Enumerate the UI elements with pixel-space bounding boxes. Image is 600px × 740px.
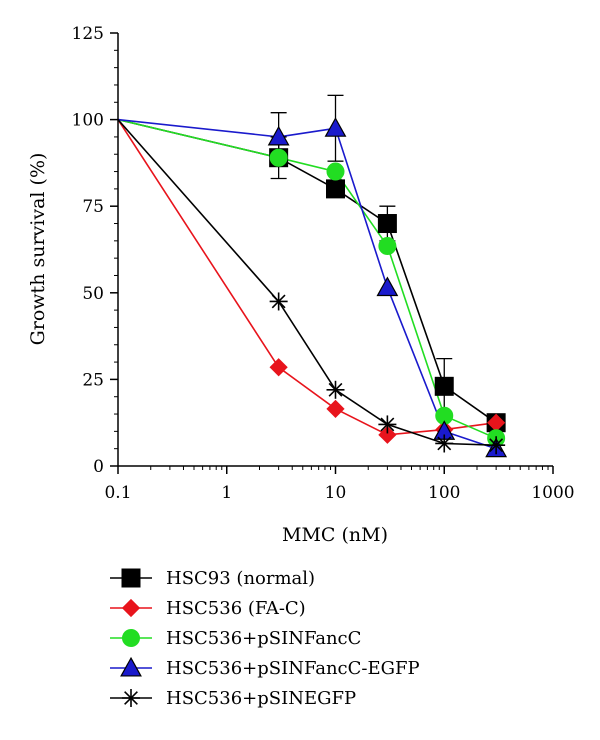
series-line: [117, 119, 497, 446]
asterisk-marker: [435, 434, 454, 453]
asterisk-stroke: [437, 436, 452, 451]
ticks: 0 25 50 75 100 125 0.1 1 10 100 1000: [72, 24, 575, 503]
legend-label: HSC536+pSINEGFP: [166, 688, 356, 709]
asterisk-stroke: [124, 691, 138, 705]
plot-area: [117, 94, 508, 458]
legend-label: HSC536+pSINFancC: [166, 628, 361, 649]
asterisk-stroke: [328, 382, 343, 397]
x-axis-label: MMC (nM): [282, 524, 388, 546]
diamond-marker: [326, 399, 345, 418]
y-tick-label: 75: [82, 197, 104, 217]
y-tick-label: 25: [82, 370, 104, 390]
asterisk-marker: [326, 380, 345, 399]
square-marker: [377, 214, 397, 234]
asterisk-stroke: [489, 438, 504, 453]
asterisk-marker: [122, 689, 140, 707]
legend-entry: HSC536+pSINFancC-EGFP: [110, 656, 420, 679]
y-tick-label: 0: [93, 457, 104, 477]
series-line: [117, 119, 497, 436]
asterisk-marker: [269, 292, 288, 311]
legend-entry: HSC93 (normal): [110, 568, 315, 589]
square-marker: [121, 568, 141, 588]
y-tick-label: 125: [72, 24, 104, 44]
legend-entry: HSC536+pSINFancC: [110, 628, 361, 649]
triangle-marker: [376, 276, 399, 297]
y-axis-label: Growth survival (%): [27, 153, 49, 346]
asterisk-marker: [487, 436, 506, 455]
diamond-marker: [378, 425, 397, 444]
triangle-marker: [120, 656, 142, 677]
asterisk-marker: [378, 415, 397, 434]
legend-label: HSC536 (FA-C): [166, 598, 306, 619]
legend-entry: HSC536+pSINEGFP: [110, 688, 356, 709]
y-tick-label: 50: [82, 284, 104, 304]
diamond-marker: [269, 358, 288, 377]
circle-marker: [269, 148, 288, 167]
legend-label: HSC93 (normal): [166, 568, 315, 589]
asterisk-stroke: [380, 417, 395, 432]
series-line: [117, 118, 497, 450]
asterisk-stroke: [271, 294, 286, 309]
axes: MMC (nM) Growth survival (%): [27, 33, 553, 546]
x-tick-label: 10: [325, 483, 347, 503]
x-tick-label: 1000: [531, 483, 574, 503]
legend-label: HSC536+pSINFancC-EGFP: [166, 658, 420, 679]
square-marker: [326, 179, 345, 199]
x-tick-label: 1: [221, 483, 232, 503]
diamond-marker: [121, 598, 141, 618]
triangle-marker: [324, 117, 347, 137]
circle-marker: [122, 629, 140, 647]
y-tick-label: 100: [72, 111, 104, 131]
legend-entry: HSC536 (FA-C): [110, 598, 306, 619]
square-marker: [434, 376, 454, 396]
legend: HSC93 (normal) HSC536 (FA-C) HSC536+pSINFa…: [110, 568, 420, 709]
circle-marker: [326, 162, 345, 181]
triangle-marker: [267, 125, 290, 146]
x-tick-label: 0.1: [104, 483, 131, 503]
x-tick-label: 100: [428, 483, 460, 503]
circle-marker: [378, 237, 397, 256]
